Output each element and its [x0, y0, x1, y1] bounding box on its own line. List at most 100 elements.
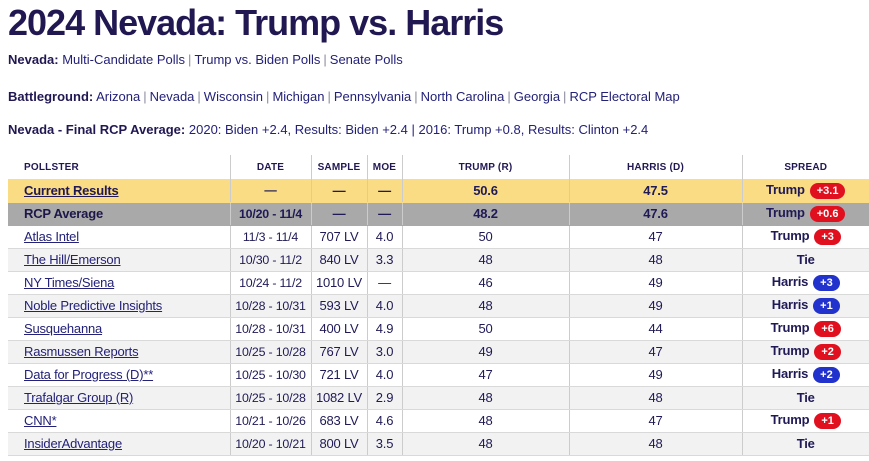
- pollster-link: RCP Average: [24, 206, 103, 221]
- harris-value-cell: 47.5: [569, 179, 743, 203]
- harris-value-cell: 47: [569, 225, 743, 249]
- sample-cell: 767 LV: [311, 340, 368, 364]
- moe-cell: —: [367, 202, 403, 226]
- column-header-spread: SPREAD: [742, 155, 869, 179]
- table-row: RCP Average 10/20 - 11/4 — — 48.2 47.6 T…: [8, 202, 869, 226]
- spread-cell: Trump +0.6: [742, 202, 869, 226]
- date-cell: 10/30 - 11/2: [230, 248, 312, 272]
- pollster-link[interactable]: InsiderAdvantage: [24, 436, 122, 451]
- separator: |: [323, 52, 327, 67]
- pollster-cell: Trafalgar Group (R): [8, 386, 231, 410]
- sample-cell: —: [311, 179, 368, 203]
- date-cell: 10/28 - 10/31: [230, 317, 312, 341]
- moe-cell: 3.3: [367, 248, 403, 272]
- battleground-link-north-carolina[interactable]: North Carolina: [420, 89, 505, 104]
- pollster-link[interactable]: Trafalgar Group (R): [24, 390, 134, 405]
- trump-value-cell: 48: [402, 248, 570, 272]
- sample-cell: 707 LV: [311, 225, 368, 249]
- final-average-text: 2020: Biden +2.4, Results: Biden +2.4 | …: [188, 122, 649, 137]
- battleground-link-georgia[interactable]: Georgia: [513, 89, 561, 104]
- pollster-link[interactable]: NY Times/Siena: [24, 275, 115, 290]
- separator: |: [414, 89, 418, 104]
- pollster-link[interactable]: Noble Predictive Insights: [24, 298, 163, 313]
- header-row: POLLSTER DATE SAMPLE MOE TRUMP (R) HARRI…: [8, 155, 869, 179]
- spread-cell: Trump +2: [742, 340, 869, 364]
- column-header-sample: SAMPLE: [311, 155, 368, 179]
- column-header-harris: HARRIS (D): [569, 155, 743, 179]
- harris-value-cell: 47.6: [569, 202, 743, 226]
- subnav-link-multi-candidate[interactable]: Multi-Candidate Polls: [62, 52, 186, 67]
- harris-value-cell: 47: [569, 340, 743, 364]
- subnav-link-senate[interactable]: Senate Polls: [329, 52, 403, 67]
- battleground-link-wisconsin[interactable]: Wisconsin: [203, 89, 264, 104]
- trump-value-cell: 47: [402, 363, 570, 387]
- spread-name: Harris: [771, 366, 809, 381]
- battleground-link-arizona[interactable]: Arizona: [96, 89, 141, 104]
- spread-badge: +3: [813, 275, 840, 291]
- battleground-nav: Battleground: Arizona | Nevada | Wisconsin | M…: [8, 89, 861, 105]
- battleground-link-michigan[interactable]: Michigan: [272, 89, 325, 104]
- spread-cell: Tie: [742, 432, 869, 456]
- trump-value-cell: 50: [402, 225, 570, 249]
- table-row: CNN* 10/21 - 10/26 683 LV 4.6 48 47 Trum…: [8, 409, 869, 433]
- moe-cell: 4.6: [367, 409, 403, 433]
- spread-badge: +3: [814, 229, 841, 245]
- date-cell: 10/25 - 10/28: [230, 340, 312, 364]
- battleground-link-rcp-electoral-map[interactable]: RCP Electoral Map: [569, 89, 680, 104]
- trump-value-cell: 50: [402, 317, 570, 341]
- harris-value-cell: 49: [569, 363, 743, 387]
- pollster-cell: InsiderAdvantage: [8, 432, 231, 456]
- harris-value-cell: 48: [569, 432, 743, 456]
- spread-cell: Trump +3: [742, 225, 869, 249]
- trump-value-cell: 48: [402, 294, 570, 318]
- trump-value-cell: 48.2: [402, 202, 570, 226]
- subnav-link-trump-biden[interactable]: Trump vs. Biden Polls: [194, 52, 321, 67]
- spread-name: Trump: [766, 205, 805, 220]
- trump-value-cell: 48: [402, 409, 570, 433]
- sample-cell: 721 LV: [311, 363, 368, 387]
- table-row: Atlas Intel 11/3 - 11/4 707 LV 4.0 50 47…: [8, 225, 869, 249]
- sample-cell: 400 LV: [311, 317, 368, 341]
- moe-cell: 4.9: [367, 317, 403, 341]
- harris-value-cell: 49: [569, 271, 743, 295]
- trump-value-cell: 48: [402, 432, 570, 456]
- date-cell: 11/3 - 11/4: [230, 225, 312, 249]
- pollster-cell: The Hill/Emerson: [8, 248, 231, 272]
- date-cell: 10/24 - 11/2: [230, 271, 312, 295]
- date-cell: 10/20 - 11/4: [230, 202, 312, 226]
- battleground-link-nevada[interactable]: Nevada: [149, 89, 195, 104]
- pollster-cell: CNN*: [8, 409, 231, 433]
- spread-cell: Trump +1: [742, 409, 869, 433]
- battleground-link-pennsylvania[interactable]: Pennsylvania: [333, 89, 412, 104]
- separator: |: [507, 89, 511, 104]
- date-cell: 10/21 - 10/26: [230, 409, 312, 433]
- pollster-cell: RCP Average: [8, 202, 231, 226]
- harris-value-cell: 47: [569, 409, 743, 433]
- separator: |: [266, 89, 270, 104]
- sample-cell: 840 LV: [311, 248, 368, 272]
- pollster-link[interactable]: Data for Progress (D)**: [24, 367, 154, 382]
- separator: |: [327, 89, 331, 104]
- table-row: Noble Predictive Insights 10/28 - 10/31 …: [8, 294, 869, 318]
- column-header-pollster: POLLSTER: [8, 155, 231, 179]
- harris-value-cell: 44: [569, 317, 743, 341]
- pollster-link[interactable]: Rasmussen Reports: [24, 344, 139, 359]
- spread-name: Trump: [770, 343, 810, 358]
- date-cell: —: [230, 179, 312, 203]
- pollster-link[interactable]: The Hill/Emerson: [24, 252, 121, 267]
- pollster-cell: Susquehanna: [8, 317, 231, 341]
- separator: |: [197, 89, 201, 104]
- table-row: NY Times/Siena 10/24 - 11/2 1010 LV — 46…: [8, 271, 869, 295]
- spread-name: Trump: [770, 228, 810, 243]
- spread-badge: +6: [814, 321, 841, 337]
- date-cell: 10/25 - 10/30: [230, 363, 312, 387]
- trump-value-cell: 50.6: [402, 179, 570, 203]
- pollster-link[interactable]: Atlas Intel: [24, 229, 79, 244]
- moe-cell: 4.0: [367, 225, 403, 249]
- pollster-cell: Rasmussen Reports: [8, 340, 231, 364]
- pollster-link[interactable]: Current Results: [24, 182, 119, 198]
- pollster-link[interactable]: Susquehanna: [24, 321, 103, 336]
- pollster-cell: Noble Predictive Insights: [8, 294, 231, 318]
- pollster-link[interactable]: CNN*: [24, 413, 57, 428]
